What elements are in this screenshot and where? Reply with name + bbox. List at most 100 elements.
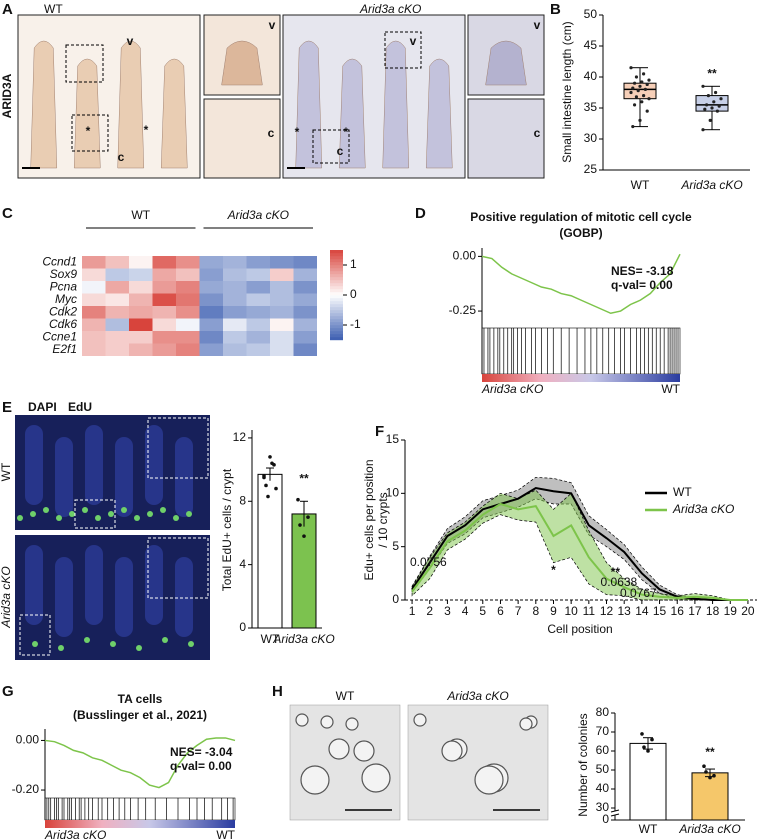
image-title: WT (44, 2, 63, 16)
legend-label: Arid3a cKO (672, 502, 734, 516)
y-tick-label: 50 (596, 762, 610, 776)
nes: NES= -3.04 (170, 745, 233, 759)
heat-cell (152, 318, 176, 331)
bar (691, 772, 729, 821)
edu-nucleus (95, 515, 101, 521)
group-label: WT (131, 208, 150, 222)
y-tick-label: 60 (596, 743, 610, 757)
x-tick-label: 5 (479, 604, 486, 618)
data-point (264, 483, 268, 488)
significance: ** (705, 745, 715, 759)
x-tick-label: 7 (515, 604, 522, 618)
panel-title: Positive regulation of mitotic cell cycl… (470, 210, 692, 224)
x-tick-label: 1 (409, 604, 416, 618)
edu-nucleus (147, 511, 153, 517)
y-tick-label: -0.20 (12, 782, 40, 796)
heat-cell (105, 331, 129, 344)
colorbar-label: 0 (350, 287, 357, 301)
y-tick-label: 8 (239, 493, 246, 507)
edu-nucleus (56, 515, 62, 521)
heat-cell (129, 343, 153, 356)
heat-cell (246, 318, 270, 331)
marker: v (127, 34, 134, 48)
organoid (345, 717, 359, 731)
colorbar-step (330, 274, 343, 278)
organoid (474, 765, 504, 795)
panel-subtitle: (GOBP) (559, 226, 602, 240)
inset-outline (384, 31, 422, 69)
data-point (643, 87, 648, 91)
heat-cell (82, 256, 106, 269)
colorbar-step (330, 289, 343, 293)
heat-cell (105, 293, 129, 306)
bar (629, 742, 667, 821)
edu-nucleus (30, 511, 36, 517)
heat-cell (129, 318, 153, 331)
colorbar-step (330, 328, 343, 332)
x-tick-label: Arid3a cKO (272, 632, 334, 646)
data-point (712, 773, 716, 778)
y-tick-label: 4 (239, 557, 246, 571)
y-tick-label: 35 (584, 100, 598, 114)
heat-cell (293, 343, 317, 356)
villus (73, 58, 101, 169)
x-tick-label: 9 (550, 604, 557, 618)
panel-subtitle: (Busslinger et al., 2021) (73, 708, 207, 722)
x-tick-label: WT (639, 822, 658, 836)
annotation: * (551, 563, 556, 577)
rank-label: Arid3a cKO (481, 382, 543, 396)
micrograph (203, 98, 281, 179)
data-point (634, 75, 639, 79)
villus (145, 545, 163, 625)
annotation: 0.0638 (601, 575, 638, 589)
heat-cell (293, 331, 317, 344)
villus (485, 40, 527, 86)
marker: v (534, 18, 541, 32)
x-tick-label: 16 (671, 604, 685, 618)
data-point (638, 118, 642, 122)
x-tick-label: 2 (426, 604, 433, 618)
data-point (714, 90, 718, 95)
rank-label: Arid3a cKO (44, 828, 106, 840)
row-label: Ccnd1 (42, 254, 77, 268)
edu-nucleus (136, 645, 142, 651)
inset-outline (312, 129, 350, 164)
colorbar-step (330, 319, 343, 323)
organoid (413, 713, 427, 727)
heat-cell (105, 306, 129, 319)
villus (25, 425, 43, 505)
villus (382, 40, 410, 169)
edu-nucleus (121, 507, 127, 513)
colorbar-step (330, 283, 343, 287)
colorbar-step (330, 259, 343, 263)
data-point (701, 84, 705, 88)
colorbar-step (330, 301, 343, 305)
heat-cell (246, 281, 270, 294)
villus (145, 425, 163, 505)
organoid (300, 765, 330, 795)
data-point (650, 737, 654, 742)
colorbar-step (330, 313, 343, 317)
colorbar-label: -1 (350, 317, 361, 331)
rank-label: WT (216, 828, 235, 840)
villus (55, 437, 73, 517)
heat-cell (223, 268, 247, 281)
y-tick-label: -0.25 (449, 303, 477, 317)
colorbar-step (330, 271, 343, 275)
x-tick-label: 14 (635, 604, 649, 618)
row-label: Pcna (50, 279, 78, 293)
edu-nucleus (160, 507, 166, 513)
heat-cell (293, 281, 317, 294)
row-label: E2f1 (52, 342, 77, 356)
heat-cell (176, 268, 200, 281)
x-tick-label: Arid3a cKO (680, 178, 742, 192)
data-point (302, 534, 306, 538)
y-tick-label: 30 (584, 131, 598, 145)
heat-cell (176, 256, 200, 269)
organoid (441, 740, 463, 762)
data-point (298, 523, 302, 527)
heat-cell (176, 293, 200, 306)
y-tick-label: 40 (596, 781, 610, 795)
y-tick-label: 0.00 (453, 249, 477, 263)
